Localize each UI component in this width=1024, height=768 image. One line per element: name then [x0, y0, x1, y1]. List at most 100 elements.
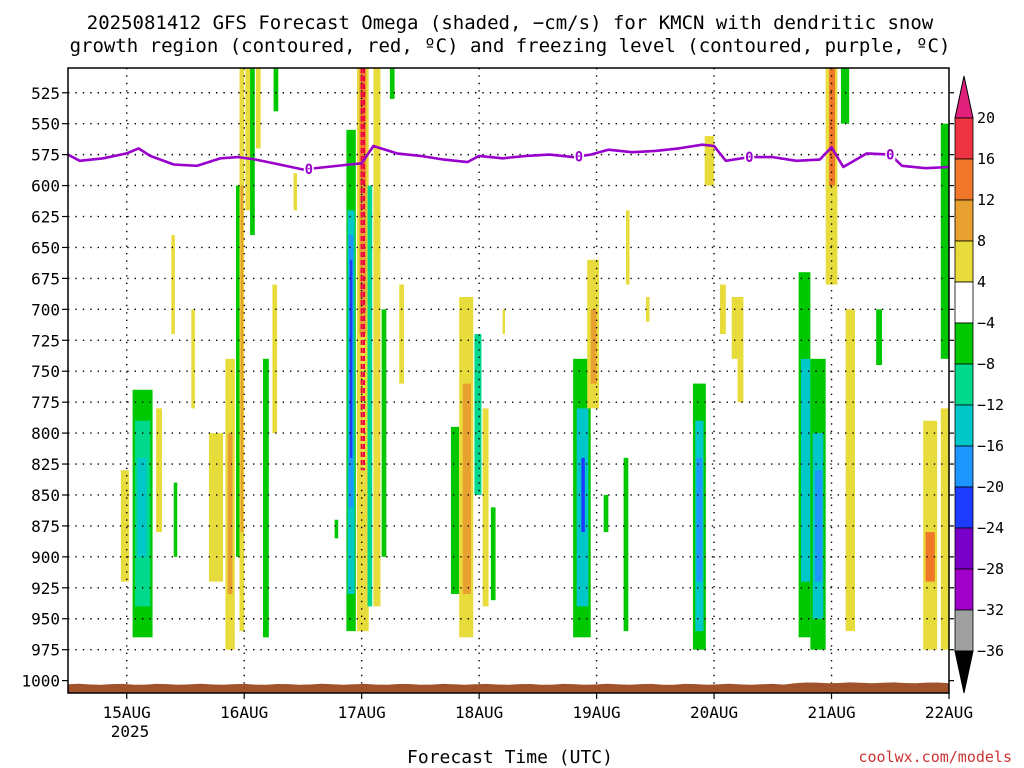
- y-tick-label: 950: [31, 610, 60, 629]
- omega-cell: [171, 235, 175, 335]
- x-tick-label: 16AUG: [220, 703, 268, 722]
- freezing-label-bg: [885, 146, 896, 161]
- omega-cell: [474, 334, 482, 495]
- omega-cell: [940, 123, 949, 359]
- colorbar-label: −36: [977, 642, 1004, 660]
- x-tick-label: 15AUG: [103, 703, 151, 722]
- x-axis-ticks: 15AUG 16AUG 17AUG 18AUG 19AUG 20AUG 21AUG 22AUG: [103, 693, 973, 722]
- y-tick-label: 775: [31, 393, 60, 412]
- colorbar-top-arrow: [954, 75, 974, 119]
- colorbar-label: 16: [977, 150, 995, 168]
- freezing-label-bg: [744, 149, 755, 164]
- colorbar-label: −12: [977, 396, 1004, 414]
- y-tick-label: 975: [31, 641, 60, 660]
- colorbar-swatch: [954, 527, 974, 570]
- y-tick-label: 925: [31, 579, 60, 598]
- colorbar-swatch: [954, 445, 974, 488]
- source-credit: coolwx.com/models: [858, 748, 1012, 766]
- y-tick-label: 875: [31, 517, 60, 536]
- omega-cell: [227, 433, 233, 594]
- y-tick-label: 725: [31, 331, 60, 350]
- omega-cell: [815, 470, 823, 582]
- omega-cell: [191, 309, 195, 409]
- omega-cell: [737, 358, 744, 403]
- x-tick-label: 17AUG: [338, 703, 386, 722]
- colorbar-swatch: [954, 117, 974, 160]
- omega-cell: [293, 173, 298, 211]
- terrain-fill: [68, 682, 949, 693]
- omega-cell: [450, 426, 460, 594]
- omega-cell: [349, 259, 353, 458]
- x-axis-year-label: 2025: [111, 722, 150, 741]
- colorbar-swatch: [954, 486, 974, 529]
- colorbar-swatch: [954, 609, 974, 652]
- y-tick-label: 650: [31, 238, 60, 257]
- y-tick-label: 575: [31, 146, 60, 165]
- omega-cell: [262, 358, 269, 638]
- omega-cell: [502, 309, 505, 335]
- x-tick-label: 18AUG: [455, 703, 503, 722]
- omega-cell: [381, 309, 387, 557]
- chart-title-line-1: 2025081412 GFS Forecast Omega (shaded, −…: [87, 12, 934, 34]
- y-tick-label: 800: [31, 424, 60, 443]
- omega-cell: [245, 68, 251, 211]
- y-tick-label: 550: [31, 115, 60, 134]
- colorbar-label: −4: [977, 314, 995, 332]
- freezing-label-bg: [573, 148, 584, 163]
- y-tick-label: 675: [31, 269, 60, 288]
- freezing-level-label: 0: [305, 162, 313, 178]
- y-axis-ticks: 525 550 575 600 625 650 675 700 725 750 775 800 825 8…: [21, 84, 954, 691]
- colorbar-label: 4: [977, 273, 986, 291]
- omega-shading-layer: [120, 68, 949, 650]
- omega-cell: [334, 519, 339, 539]
- omega-cell: [696, 457, 703, 582]
- omega-cell: [829, 68, 836, 186]
- omega-cell: [625, 210, 630, 285]
- y-tick-label: 700: [31, 300, 60, 319]
- y-tick-label: 850: [31, 486, 60, 505]
- omega-cell: [482, 408, 489, 607]
- plot-frame: [67, 67, 950, 694]
- omega-cell: [389, 68, 395, 99]
- colorbar: 20 16 12 8 4 −4 −8 −12 −16 −20 −24 −28 −32 −36: [954, 75, 1004, 694]
- omega-cell: [623, 457, 629, 632]
- colorbar-swatch: [954, 240, 974, 283]
- x-axis-title: Forecast Time (UTC): [407, 747, 613, 768]
- omega-cell: [250, 68, 255, 236]
- omega-cell: [240, 185, 244, 533]
- omega-cell: [704, 136, 715, 186]
- omega-cell: [359, 68, 367, 335]
- omega-cell: [719, 284, 726, 335]
- colorbar-swatch: [954, 158, 974, 201]
- freezing-label-bg: [303, 160, 314, 175]
- omega-cell: [367, 185, 373, 607]
- colorbar-swatch: [954, 568, 974, 611]
- omega-cell: [272, 284, 278, 434]
- omega-cell: [273, 68, 279, 112]
- omega-cell: [462, 383, 471, 594]
- y-tick-label: 625: [31, 208, 60, 227]
- omega-cell: [800, 358, 811, 582]
- omega-cell: [156, 408, 162, 533]
- colorbar-label: 20: [977, 109, 995, 127]
- freezing-level-label: 0: [575, 149, 583, 165]
- omega-cell: [490, 507, 496, 601]
- x-tick-label: 22AUG: [925, 703, 973, 722]
- omega-cell: [235, 185, 240, 557]
- omega-cell: [120, 470, 130, 582]
- omega-cell: [645, 296, 650, 322]
- freezing-level-contour: 0 0 0 0: [67, 143, 950, 178]
- x-tick-label: 21AUG: [807, 703, 855, 722]
- colorbar-label: −20: [977, 478, 1004, 496]
- omega-cell: [173, 482, 178, 557]
- colorbar-swatch: [954, 322, 974, 365]
- colorbar-label: −32: [977, 601, 1004, 619]
- omega-cell: [590, 309, 597, 384]
- y-tick-label: 750: [31, 362, 60, 381]
- colorbar-label: −24: [977, 519, 1004, 537]
- y-tick-label: 1000: [21, 672, 60, 691]
- colorbar-label: −8: [977, 355, 995, 373]
- omega-cell: [603, 494, 609, 533]
- y-tick-label: 825: [31, 455, 60, 474]
